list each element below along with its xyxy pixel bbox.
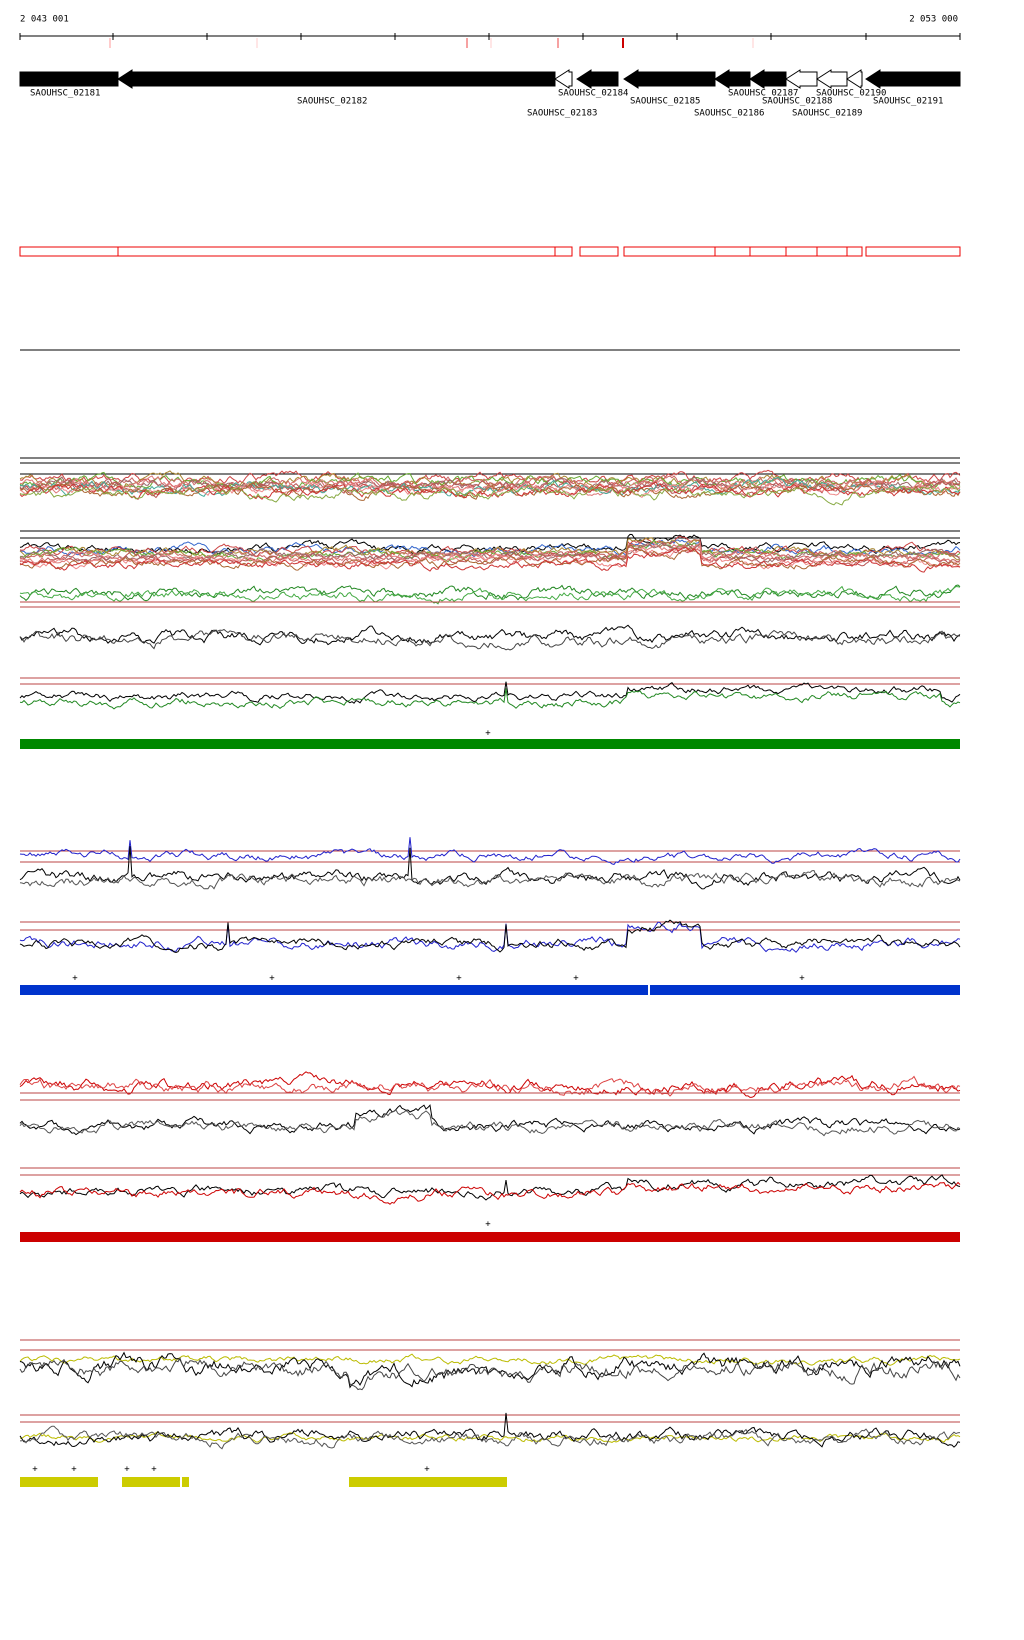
gene-label: SAOUHSC_02186 — [694, 109, 764, 119]
signal-line — [19, 1425, 961, 1450]
signal-line — [19, 1412, 961, 1448]
gene-label: SAOUHSC_02189 — [792, 109, 862, 119]
signal-line — [19, 921, 961, 953]
gene-box — [19, 246, 119, 257]
track-bar — [182, 1477, 189, 1487]
track-bar — [20, 739, 960, 749]
gene-arrow — [554, 69, 573, 89]
gene-box — [816, 246, 848, 257]
signal-line — [19, 476, 961, 498]
signal-line — [19, 1353, 961, 1366]
gene-arrow — [623, 69, 716, 89]
gene-box — [579, 246, 619, 257]
signal-line — [19, 681, 961, 704]
gene-box — [554, 246, 573, 257]
gene-label: SAOUHSC_02190 — [816, 89, 886, 99]
gene-arrow — [785, 69, 818, 89]
gene-label: SAOUHSC_02187 — [728, 89, 798, 99]
gene-arrow — [749, 69, 787, 89]
marker: + — [124, 1465, 130, 1475]
signal-line — [19, 1351, 961, 1389]
gene-box — [846, 246, 863, 257]
signal-line — [19, 1109, 961, 1137]
marker: + — [71, 1465, 77, 1475]
gene-label: SAOUHSC_02182 — [297, 97, 367, 107]
marker: + — [456, 974, 462, 984]
marker: + — [799, 974, 805, 984]
gene-box — [714, 246, 751, 257]
signal-line — [19, 543, 961, 562]
signal-line — [19, 837, 961, 865]
signal-line — [19, 535, 961, 560]
gene-label: SAOUHSC_02184 — [558, 89, 628, 99]
signal-line — [19, 1181, 961, 1205]
track-bar — [650, 985, 960, 995]
gene-label: SAOUHSC_02185 — [630, 97, 700, 107]
signal-line — [19, 585, 961, 605]
gene-arrow — [846, 69, 863, 89]
signal-line — [19, 688, 961, 710]
signal-line — [19, 624, 961, 646]
signal-line — [19, 1104, 961, 1136]
signal-line — [19, 1075, 961, 1097]
marker: + — [573, 974, 579, 984]
marker: + — [269, 974, 275, 984]
signal-line — [19, 1356, 961, 1391]
track-bar — [20, 1232, 960, 1242]
gene-box — [749, 246, 787, 257]
signal-line — [19, 483, 961, 506]
signal-line — [19, 628, 961, 651]
track-bar — [20, 1477, 98, 1487]
signal-line — [19, 533, 961, 555]
gene-label: SAOUHSC_02188 — [762, 97, 832, 107]
gene-arrow — [865, 69, 961, 89]
track-bar — [20, 985, 648, 995]
signal-line — [19, 919, 961, 954]
signal-line — [19, 546, 961, 573]
signal-line — [19, 584, 961, 602]
signal-line — [19, 846, 961, 890]
signal-line — [19, 471, 961, 492]
signal-line — [19, 869, 961, 890]
gene-label: SAOUHSC_02181 — [30, 89, 100, 99]
signal-line — [19, 545, 961, 570]
marker: + — [424, 1465, 430, 1475]
marker: + — [72, 974, 78, 984]
marker: + — [32, 1465, 38, 1475]
marker: + — [485, 729, 491, 739]
marker: + — [485, 1220, 491, 1230]
gene-arrow — [117, 69, 556, 89]
gene-box — [117, 246, 556, 257]
gene-arrow — [19, 71, 119, 87]
gene-label: SAOUHSC_02191 — [873, 97, 943, 107]
signal-line — [19, 482, 961, 501]
end-coordinate: 2 053 000 — [909, 15, 958, 25]
gene-arrow — [816, 69, 848, 89]
gene-label: SAOUHSC_02183 — [527, 109, 597, 119]
signal-line — [19, 539, 961, 563]
marker: + — [151, 1465, 157, 1475]
gene-box — [623, 246, 716, 257]
start-coordinate: 2 043 001 — [20, 15, 69, 25]
gene-arrow — [714, 69, 751, 89]
signal-line — [19, 544, 961, 571]
gene-box — [865, 246, 961, 257]
gene-box — [785, 246, 818, 257]
gene-arrow — [576, 69, 619, 89]
track-bar — [349, 1477, 507, 1487]
track-bar — [122, 1477, 180, 1487]
